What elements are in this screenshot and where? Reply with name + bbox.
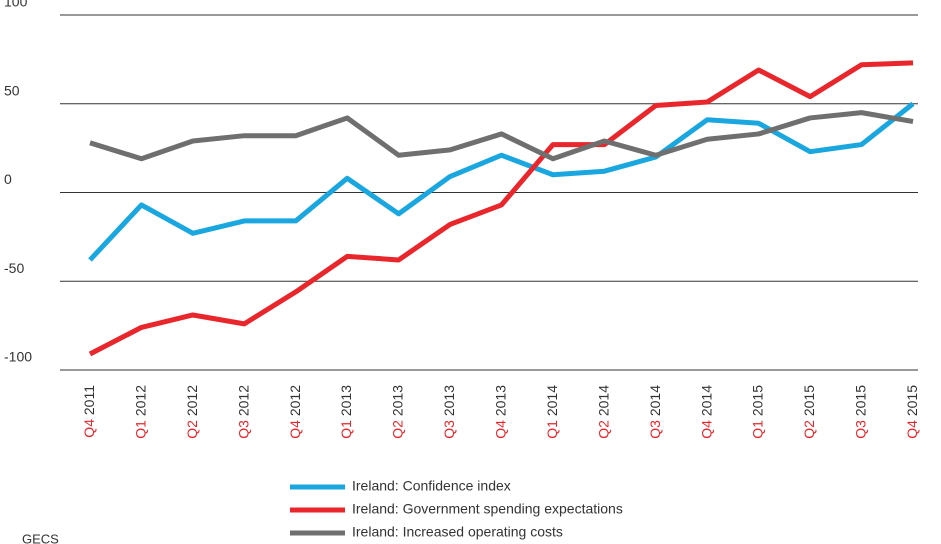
x-tick-label: Q3 2014 — [647, 385, 663, 439]
y-tick-label: 50 — [4, 82, 20, 98]
x-tick-label: Q2 2012 — [184, 385, 200, 439]
series-line — [89, 110, 914, 162]
x-tick-label: Q2 2014 — [595, 385, 611, 439]
series-line — [88, 101, 915, 262]
series-line — [88, 60, 914, 357]
x-tick-label: Q4 2013 — [492, 385, 508, 439]
x-tick-label: Q1 2012 — [132, 385, 148, 439]
legend-label: Ireland: Confidence index — [352, 478, 511, 494]
x-tick-label: Q3 2012 — [235, 385, 251, 439]
x-tick-label: Q4 2015 — [904, 385, 920, 439]
x-tick-label: Q1 2014 — [544, 385, 560, 439]
y-tick-label: 100 — [4, 0, 28, 10]
legend-label: Ireland: Increased operating costs — [352, 524, 563, 540]
x-tick-label: Q4 2011 — [81, 385, 97, 438]
x-tick-label: Q1 2015 — [749, 385, 765, 439]
x-tick-label: Q3 2013 — [441, 385, 457, 439]
x-tick-label: Q1 2013 — [338, 385, 354, 439]
x-tick-label: Q3 2015 — [852, 385, 868, 439]
y-tick-label: -50 — [4, 260, 24, 276]
y-tick-label: -100 — [4, 349, 32, 365]
x-tick-label: Q4 2014 — [698, 385, 714, 439]
source: GECS — [22, 531, 59, 544]
y-tick-label: 0 — [4, 171, 12, 187]
x-tick-label: Q2 2013 — [389, 385, 405, 439]
legend-label: Ireland: Government spending expectation… — [352, 501, 623, 517]
x-tick-label: Q4 2012 — [286, 385, 302, 439]
x-tick-label: Q2 2015 — [801, 385, 817, 439]
